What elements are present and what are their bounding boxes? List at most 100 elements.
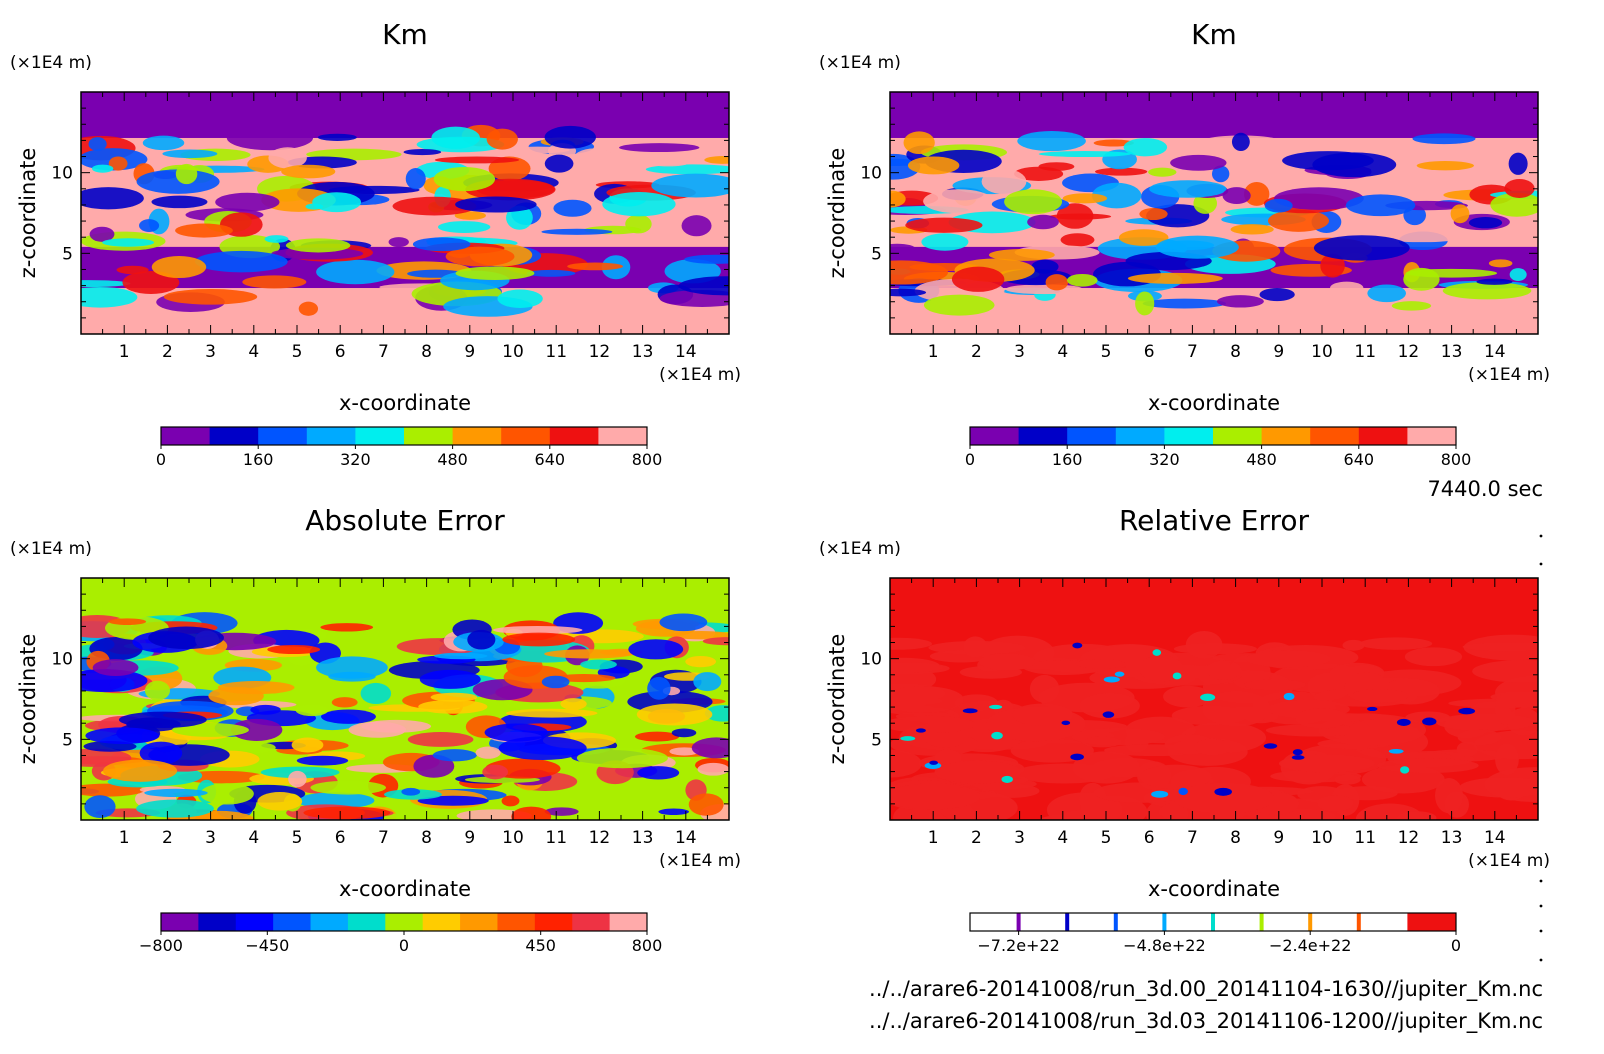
colorbar-swatch xyxy=(1259,913,1264,931)
x-tick-label: 10 xyxy=(1311,828,1333,848)
x-tick-label: 8 xyxy=(421,342,432,362)
colorbar-label: 800 xyxy=(632,936,663,955)
colorbar-swatch xyxy=(1162,913,1167,931)
colorbar-swatch xyxy=(1115,427,1165,445)
chart-panel-3: Absolute Error(×1E4 m)1 2 3 4 5 6 7 8 9 10 11 12 13 1… xyxy=(10,504,741,955)
chart-panel-4: Relative Error(×1E4 m)1 2 3 4 5 6 7 8 9 10 11 12 13 1… xyxy=(819,504,1550,955)
colorbar-label: −450 xyxy=(245,936,289,955)
colorbar-swatch xyxy=(404,427,454,445)
colorbar-label: 800 xyxy=(632,450,663,469)
x-tick-label: 3 xyxy=(205,342,216,362)
colorbar-swatch xyxy=(549,427,599,445)
colorbar-swatch xyxy=(310,913,349,931)
colorbar-label: −2.4e+22 xyxy=(1269,936,1351,955)
x-axis-label: x-coordinate xyxy=(339,877,471,901)
colorbar-swatch xyxy=(422,913,461,931)
x-tick-label: 12 xyxy=(1398,342,1420,362)
colorbar-swatch xyxy=(355,427,405,445)
x-tick-label: 10 xyxy=(502,828,524,848)
chart-title: Km xyxy=(1191,18,1237,51)
colorbar-swatch xyxy=(198,913,237,931)
x-tick-label: 2 xyxy=(162,342,173,362)
x-tick-label: 12 xyxy=(589,828,611,848)
colorbar-swatch xyxy=(385,913,424,931)
y-tick-label: 10 xyxy=(51,650,73,670)
y-axis-label: z-coordinate xyxy=(825,634,849,765)
colorbar-swatch xyxy=(452,427,502,445)
x-unit-label: (×1E4 m) xyxy=(659,365,741,385)
x-tick-label: 5 xyxy=(292,828,303,848)
contour-field xyxy=(81,92,729,334)
colorbar-swatch xyxy=(306,427,356,445)
x-tick-label: 3 xyxy=(1014,828,1025,848)
colorbar-swatch xyxy=(161,427,211,445)
y-unit-label: (×1E4 m) xyxy=(10,539,92,559)
x-tick-label: 11 xyxy=(545,828,567,848)
chart-title: Absolute Error xyxy=(305,504,505,537)
x-tick-label: 9 xyxy=(1273,828,1284,848)
x-tick-label: 6 xyxy=(335,828,346,848)
x-tick-label: 1 xyxy=(119,828,130,848)
y-unit-label: (×1E4 m) xyxy=(10,53,92,73)
colorbar-swatch xyxy=(1308,913,1313,931)
y-axis-label: z-coordinate xyxy=(16,634,40,765)
x-tick-label: 12 xyxy=(1398,828,1420,848)
x-tick-label: 4 xyxy=(1057,828,1068,848)
colorbar-swatch xyxy=(1356,913,1361,931)
source-file-1: ../../arare6-20141008/run_3d.00_20141104… xyxy=(869,977,1543,1002)
colorbar-label: 800 xyxy=(1441,450,1472,469)
x-tick-label: 14 xyxy=(675,342,697,362)
colorbar-swatch xyxy=(497,913,536,931)
x-axis-label: x-coordinate xyxy=(1148,391,1280,415)
x-tick-label: 2 xyxy=(971,828,982,848)
colorbar-label: 320 xyxy=(340,450,371,469)
colorbar-swatch xyxy=(235,913,274,931)
colorbar-swatch xyxy=(209,427,259,445)
colorbar-swatch xyxy=(1113,913,1118,931)
margin-dots xyxy=(1539,534,1543,962)
colorbar-swatch xyxy=(1211,913,1215,931)
x-tick-label: 2 xyxy=(971,342,982,362)
colorbar-label: −800 xyxy=(139,936,183,955)
chart-title: Km xyxy=(382,18,428,51)
colorbar-label: 0 xyxy=(399,936,409,955)
colorbar-swatch xyxy=(1310,427,1360,445)
colorbar-swatch xyxy=(273,913,312,931)
colorbar-swatch xyxy=(161,913,199,931)
y-tick-label: 5 xyxy=(62,730,73,750)
x-tick-label: 8 xyxy=(421,828,432,848)
y-tick-label: 10 xyxy=(51,164,73,184)
x-tick-label: 5 xyxy=(292,342,303,362)
x-tick-label: 4 xyxy=(1057,342,1068,362)
colorbar-label: −7.2e+22 xyxy=(977,936,1059,955)
time-label: 7440.0 sec xyxy=(1427,477,1543,501)
x-tick-label: 11 xyxy=(545,342,567,362)
colorbar-swatch xyxy=(1164,427,1214,445)
colorbar-label: 640 xyxy=(1344,450,1375,469)
contour-field xyxy=(890,92,1538,334)
x-tick-label: 7 xyxy=(1187,828,1198,848)
x-tick-label: 1 xyxy=(928,828,939,848)
colorbar-swatch xyxy=(347,913,386,931)
y-tick-label: 5 xyxy=(871,730,882,750)
contour-field xyxy=(890,578,1538,820)
colorbar-swatch xyxy=(1067,427,1117,445)
x-tick-label: 7 xyxy=(378,342,389,362)
x-tick-label: 13 xyxy=(632,828,654,848)
y-axis-label: z-coordinate xyxy=(16,148,40,279)
x-unit-label: (×1E4 m) xyxy=(659,851,741,871)
colorbar-label: 480 xyxy=(437,450,468,469)
colorbar-swatch xyxy=(609,913,648,931)
colorbar-label: 450 xyxy=(525,936,556,955)
x-tick-label: 9 xyxy=(1273,342,1284,362)
y-tick-label: 5 xyxy=(871,244,882,264)
colorbar-label: 160 xyxy=(243,450,274,469)
x-tick-label: 11 xyxy=(1354,828,1376,848)
x-tick-label: 14 xyxy=(1484,828,1506,848)
x-tick-label: 6 xyxy=(1144,342,1155,362)
colorbar: 0 160 320 480 640 800 xyxy=(156,426,663,469)
colorbar-label: 320 xyxy=(1149,450,1180,469)
x-unit-label: (×1E4 m) xyxy=(1468,851,1550,871)
x-tick-label: 6 xyxy=(1144,828,1155,848)
